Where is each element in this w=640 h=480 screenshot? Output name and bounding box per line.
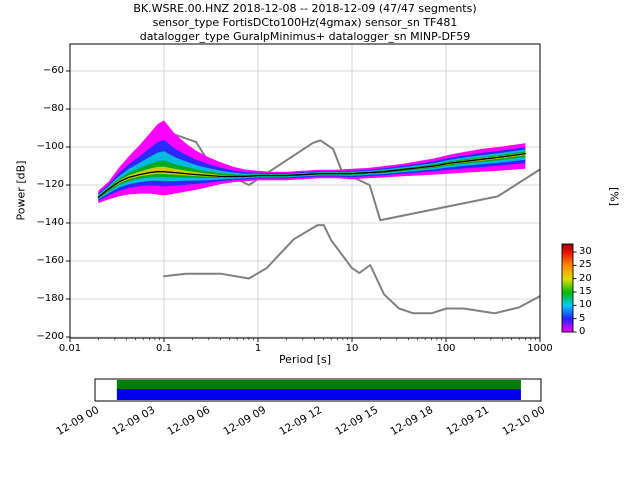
y-tick-label: −200: [36, 331, 64, 342]
plot-border: [69, 43, 541, 339]
colorbar-tick-label: 15: [579, 286, 592, 297]
x-tick-label: 10: [345, 343, 359, 354]
x-tick-label: 1: [254, 343, 262, 354]
y-tick-label: −180: [36, 293, 64, 304]
colorbar-label: [%]: [607, 186, 621, 207]
y-tick-label: −80: [42, 103, 64, 114]
plot-title-line3: datalogger_type GuralpMinimus+ datalogge…: [139, 30, 471, 43]
colorbar-tick-label: 25: [579, 259, 592, 271]
coverage-bar-gaps-segment: [116, 389, 521, 400]
plot-title-line1: BK.WSRE.00.HNZ 2018-12-08 -- 2018-12-09 …: [133, 2, 477, 15]
plot-title-line2: sensor_type FortisDCto100Hz(4gmax) senso…: [152, 16, 458, 29]
x-tick-label: 0.1: [156, 343, 172, 354]
y-tick-label: −120: [36, 179, 64, 190]
colorbar-tick-label: 0: [579, 326, 586, 337]
low-noise-model-line: [163, 224, 540, 315]
x-tick-label: 100: [436, 343, 456, 354]
y-tick-label: −60: [42, 65, 64, 76]
x-tick-label: 0.01: [58, 343, 82, 354]
y-tick-label: −100: [36, 141, 64, 152]
psd-distribution-band: [98, 151, 526, 199]
psd-mode-line: [97, 152, 527, 198]
colorbar-tick-label: 30: [579, 246, 592, 257]
colorbar: [561, 243, 574, 333]
coverage-bar-data-segment: [116, 380, 521, 389]
colorbar-tick-label: 5: [579, 312, 586, 324]
colorbar-tick-label: 10: [579, 299, 592, 311]
x-tick-label: 1000: [527, 343, 553, 354]
y-tick-label: −140: [36, 217, 64, 228]
x-axis-label: Period [s]: [278, 353, 332, 366]
colorbar-tick-label: 20: [579, 272, 592, 284]
y-tick-label: −160: [36, 255, 64, 266]
psd-distribution-band: [98, 152, 526, 198]
